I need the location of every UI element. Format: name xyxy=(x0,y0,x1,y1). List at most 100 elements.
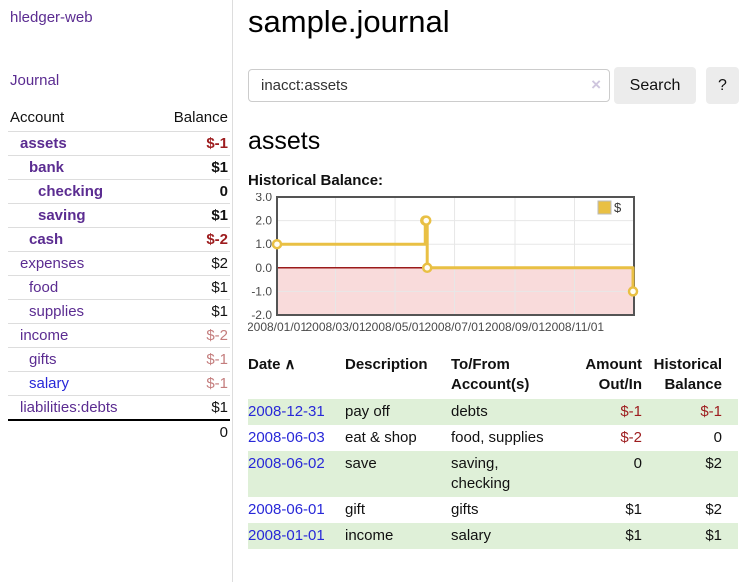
sidebar-account-balance: $-1 xyxy=(119,371,230,396)
transaction-date-link[interactable]: 2008-01-01 xyxy=(248,527,325,544)
svg-text:2008/07/01: 2008/07/01 xyxy=(424,320,484,334)
sidebar-item-journal[interactable]: Journal xyxy=(10,72,60,89)
transaction-balance: 0 xyxy=(713,429,722,446)
transaction-balance: $-1 xyxy=(700,403,722,420)
transaction-amount: $1 xyxy=(625,527,642,544)
sidebar-account-balance: $1 xyxy=(119,203,230,228)
transaction-amount: $1 xyxy=(625,501,642,518)
sidebar-account-link[interactable]: supplies xyxy=(29,303,85,320)
transaction-balance: $2 xyxy=(705,501,722,518)
amount-column-header: Amount Out/In xyxy=(585,356,642,393)
transaction-amount: $-2 xyxy=(620,429,642,446)
sidebar-account-balance: $1 xyxy=(119,299,230,324)
transaction-description: gift xyxy=(345,501,366,518)
sidebar-account-link[interactable]: saving xyxy=(38,207,86,224)
balance-column-header-main: Historical Balance xyxy=(653,356,722,393)
sidebar-account-balance: $1 xyxy=(119,395,230,421)
register-row: 2008-06-03 eat & shop food, supplies $-2 0 xyxy=(248,425,738,451)
transaction-date-link[interactable]: 2008-06-02 xyxy=(248,455,325,472)
transaction-accounts: debts xyxy=(451,403,488,420)
sidebar-account-balance: $-2 xyxy=(119,227,230,252)
register-header-row: Date ∧ Description To/From Account(s) Amo… xyxy=(248,353,738,399)
svg-text:2008/05/01: 2008/05/01 xyxy=(365,320,425,334)
register-row: 2008-01-01 income salary $1 $1 xyxy=(248,523,738,549)
sidebar-account-link[interactable]: gifts xyxy=(29,351,57,368)
main-content: sample.journal × Search ? assets Histori… xyxy=(234,0,742,582)
sidebar-account-row: gifts $-1 xyxy=(8,347,230,372)
date-column-header[interactable]: Date ∧ xyxy=(248,356,296,373)
sidebar-account-link[interactable]: income xyxy=(20,327,69,344)
transaction-amount: 0 xyxy=(633,455,642,472)
chart-title: Historical Balance: xyxy=(248,172,384,189)
sidebar-accounts-body: assets $-1 bank $1 checking 0 saving $1 cash $-2 e… xyxy=(8,131,230,421)
transaction-date-link[interactable]: 2008-06-01 xyxy=(248,501,325,518)
sidebar-account-row: checking 0 xyxy=(8,179,230,204)
sidebar-account-link[interactable]: assets xyxy=(20,135,67,152)
transaction-accounts: food, supplies xyxy=(451,429,544,446)
register-row: 2008-06-02 save saving, checking 0 $2 xyxy=(248,451,738,497)
transaction-description: pay off xyxy=(345,403,390,420)
transaction-description: eat & shop xyxy=(345,429,417,446)
sidebar-account-link[interactable]: food xyxy=(29,279,59,296)
sidebar-account-balance: $1 xyxy=(119,275,230,300)
sidebar-account-row: assets $-1 xyxy=(8,131,230,156)
clear-search-icon[interactable]: × xyxy=(591,75,601,94)
search-button[interactable]: Search xyxy=(614,67,696,104)
description-column-header: Description xyxy=(345,356,428,373)
accounts-table-header: Account Balance xyxy=(8,106,230,132)
svg-text:-1.0: -1.0 xyxy=(251,284,272,298)
accounts-column-header: To/From Account(s) xyxy=(451,356,530,393)
sidebar-account-row: liabilities:debts $1 xyxy=(8,395,230,421)
transaction-balance: $1 xyxy=(705,527,722,544)
sidebar-account-link[interactable]: liabilities:debts xyxy=(20,399,118,416)
register-body: 2008-12-31 pay off debts $-1 $-1 2008-06-03 ea… xyxy=(248,399,738,549)
accounts-balance-table: Account Balance assets $-1 bank $1 checking 0… xyxy=(8,106,230,444)
help-button[interactable]: ? xyxy=(706,67,739,104)
register-row: 2008-06-01 gift gifts $1 $2 xyxy=(248,497,738,523)
svg-text:2008/11/01: 2008/11/01 xyxy=(545,320,604,334)
accounts-total-balance: 0 xyxy=(119,419,230,444)
balance-column-header: Balance xyxy=(119,106,230,132)
total-spacer xyxy=(8,419,119,444)
accounts-total-row: 0 xyxy=(8,419,230,444)
account-heading: assets xyxy=(248,127,321,155)
search-box: × xyxy=(248,69,610,102)
transaction-accounts: gifts xyxy=(451,501,479,518)
svg-text:2008/01/01: 2008/01/01 xyxy=(248,320,307,334)
sidebar-account-balance: 0 xyxy=(119,179,230,204)
transaction-date-link[interactable]: 2008-12-31 xyxy=(248,403,325,420)
sidebar-account-row: bank $1 xyxy=(8,155,230,180)
sidebar-account-balance: $-1 xyxy=(119,347,230,372)
sidebar-account-row: cash $-2 xyxy=(8,227,230,252)
search-form: × Search ? xyxy=(248,67,742,104)
sidebar-account-link[interactable]: expenses xyxy=(20,255,85,272)
transaction-balance: $2 xyxy=(705,455,722,472)
transaction-description: income xyxy=(345,527,394,544)
register-table: Date ∧ Description To/From Account(s) Amo… xyxy=(248,353,738,549)
svg-text:2008/09/01: 2008/09/01 xyxy=(485,320,545,334)
sort-ascending-icon: ∧ xyxy=(284,356,296,373)
balance-chart-svg: $3.0 2.0 1.0 0.0 -1.0 -2.02008/01/012008/03/0… xyxy=(248,193,639,334)
sidebar-account-link[interactable]: cash xyxy=(29,231,64,248)
sidebar-account-row: saving $1 xyxy=(8,203,230,228)
svg-text:-2.0: -2.0 xyxy=(251,308,272,322)
account-column-header: Account xyxy=(8,106,119,132)
svg-text:1.0: 1.0 xyxy=(255,237,272,251)
svg-text:3.0: 3.0 xyxy=(255,193,272,204)
transaction-accounts: saving, checking xyxy=(451,455,511,492)
sidebar-account-link[interactable]: salary xyxy=(29,375,70,392)
register-row: 2008-12-31 pay off debts $-1 $-1 xyxy=(248,399,738,425)
search-input[interactable] xyxy=(248,69,610,102)
transaction-accounts: salary xyxy=(451,527,492,544)
sidebar-account-balance: $2 xyxy=(119,251,230,276)
sidebar-account-row: expenses $2 xyxy=(8,251,230,276)
svg-text:2.0: 2.0 xyxy=(255,214,272,228)
sidebar-account-link[interactable]: checking xyxy=(38,183,104,200)
transaction-amount: $-1 xyxy=(620,403,642,420)
sidebar-account-balance: $-2 xyxy=(119,323,230,348)
sidebar-account-row: food $1 xyxy=(8,275,230,300)
app-brand-link[interactable]: hledger-web xyxy=(10,9,93,26)
sidebar-account-row: salary $-1 xyxy=(8,371,230,396)
sidebar-account-link[interactable]: bank xyxy=(29,159,65,176)
transaction-date-link[interactable]: 2008-06-03 xyxy=(248,429,325,446)
